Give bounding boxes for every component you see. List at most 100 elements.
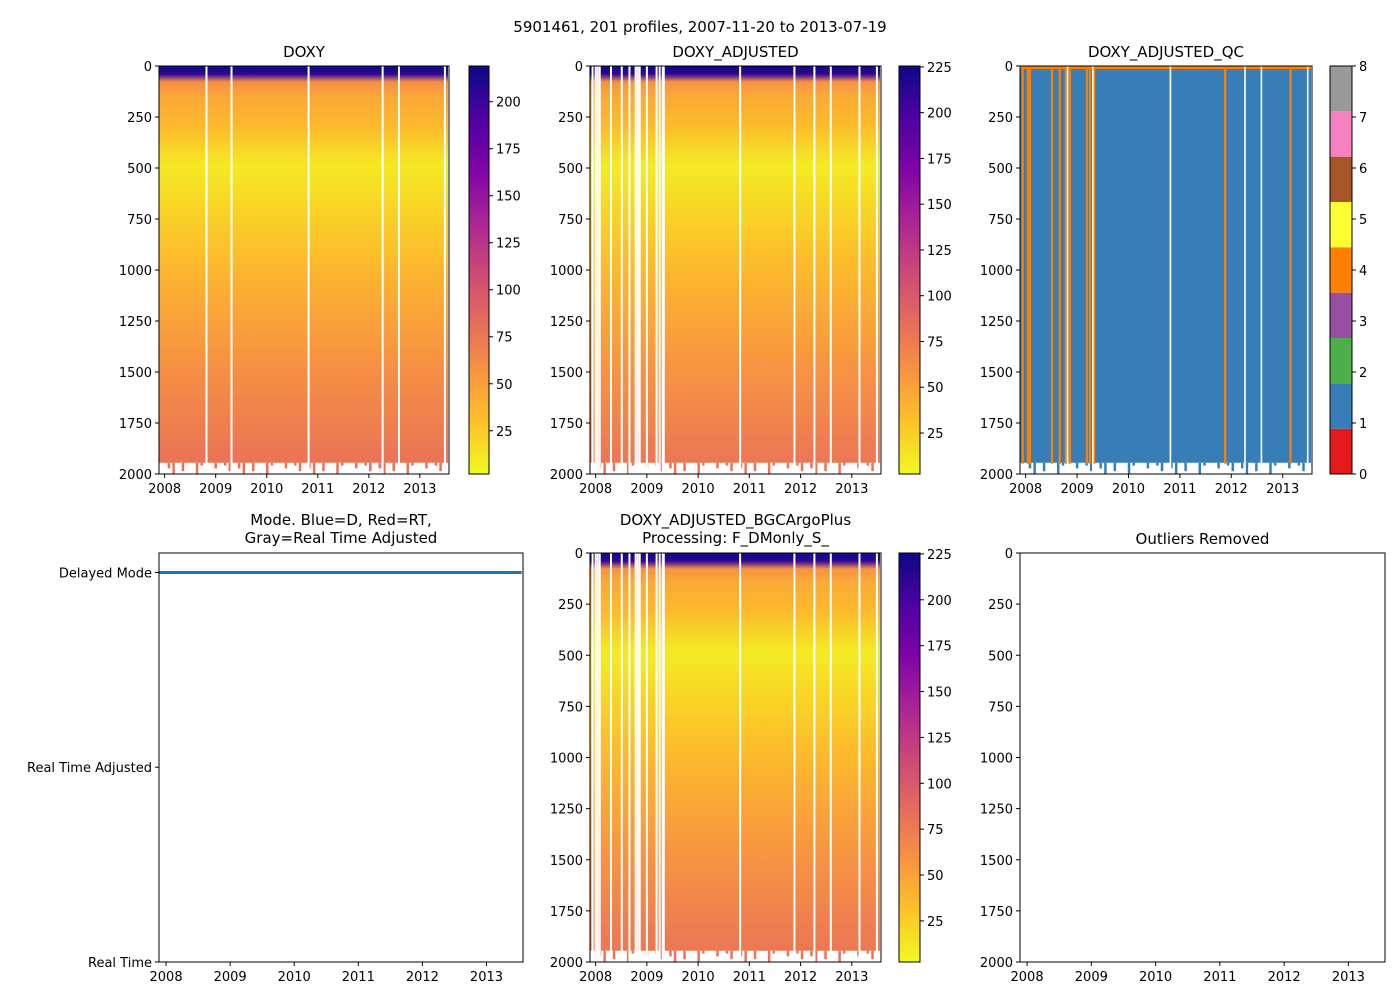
deep-profile-segment bbox=[772, 950, 776, 954]
outliers-removed-axes-frame bbox=[1019, 552, 1386, 963]
missing-profile-gap bbox=[1306, 66, 1309, 474]
x-tick-label: 2013 bbox=[403, 482, 436, 497]
deep-profile-segment bbox=[1217, 462, 1220, 469]
x-tick-label: 2011 bbox=[1163, 482, 1196, 497]
missing-profile-gap bbox=[443, 66, 446, 474]
y-tick-label: 1000 bbox=[550, 264, 583, 279]
y-tick-label: 0 bbox=[575, 547, 583, 562]
deep-profile-segment bbox=[702, 950, 705, 954]
deep-profile-segment bbox=[1075, 462, 1079, 469]
y-tick-label: 1000 bbox=[550, 752, 583, 767]
colorbar-tick-label: 125 bbox=[927, 731, 952, 746]
deep-profile-segment bbox=[214, 462, 218, 469]
colorbar-gradient bbox=[899, 66, 920, 474]
missing-profile-gap bbox=[829, 66, 832, 474]
missing-profile-gap bbox=[645, 66, 648, 474]
deep-profile-segment bbox=[796, 950, 799, 954]
x-tick-label: 2010 bbox=[278, 970, 311, 985]
missing-profile-gap bbox=[858, 553, 861, 962]
colorbar-tick-label: 8 bbox=[1359, 60, 1367, 75]
deep-profile-segment bbox=[1146, 462, 1150, 469]
x-tick-label: 2012 bbox=[1215, 482, 1248, 497]
deep-profile-segment bbox=[730, 950, 733, 960]
colorbar-tick-label: 50 bbox=[927, 381, 944, 396]
deep-profile-segment bbox=[767, 950, 771, 962]
deep-profile-segment bbox=[697, 462, 700, 474]
missing-profile-gap bbox=[829, 553, 832, 962]
y-tick-label: 1500 bbox=[550, 854, 583, 869]
deep-profile-segment bbox=[312, 462, 316, 474]
missing-profile-gap bbox=[661, 66, 664, 474]
colorbar-tick-label: 125 bbox=[496, 237, 521, 252]
missing-profile-gap bbox=[875, 66, 878, 474]
missing-profile-gap bbox=[638, 553, 641, 962]
missing-profile-gap bbox=[598, 66, 601, 474]
flag4-profile bbox=[1021, 66, 1024, 464]
mode-title: Mode. Blue=D, Red=RT, bbox=[250, 511, 432, 529]
deep-profile-segment bbox=[603, 950, 606, 962]
flag4-profile bbox=[1224, 66, 1227, 464]
doxy-bgcargoplus-panel: 2008 2009 2010 2011 2012 2013 0 250 500 750 1000 12… bbox=[550, 511, 952, 985]
deep-profile-segment bbox=[673, 950, 677, 962]
deep-profile-segment bbox=[1174, 462, 1178, 474]
y-tick-label: 0 bbox=[1005, 547, 1013, 562]
x-tick-label: 2011 bbox=[1203, 970, 1236, 985]
deep-profile-segment bbox=[181, 462, 185, 472]
colorbar-class-4 bbox=[1330, 247, 1352, 293]
y-tick-label: 1500 bbox=[550, 366, 583, 381]
x-tick-label: 2012 bbox=[1268, 970, 1301, 985]
deep-profile-segment bbox=[857, 950, 860, 957]
deep-profile-segment bbox=[425, 462, 428, 469]
deep-profile-segment bbox=[810, 462, 813, 469]
missing-profile-gap bbox=[610, 66, 613, 474]
deep-profile-segment bbox=[298, 462, 302, 472]
y-tick-label: 2000 bbox=[550, 468, 583, 483]
x-tick-label: 2009 bbox=[214, 970, 247, 985]
y-tick-label: Delayed Mode bbox=[59, 566, 152, 581]
deep-profile-segment bbox=[383, 462, 386, 474]
missing-profile-gap bbox=[596, 553, 599, 962]
x-tick-label: 2010 bbox=[1139, 970, 1172, 985]
doxy-bgcargoplus-colorbar: 25 50 75 100 125 150 175 200 225 bbox=[898, 548, 952, 963]
deep-profile-segment bbox=[730, 462, 733, 472]
deep-profile-segment bbox=[270, 462, 274, 466]
x-tick-label: 2013 bbox=[1332, 970, 1365, 985]
colorbar-tick-label: 75 bbox=[927, 823, 944, 838]
colorbar-tick-label: 25 bbox=[496, 425, 513, 440]
y-tick-label: 250 bbox=[558, 598, 583, 613]
deep-profile-segment bbox=[1240, 462, 1244, 469]
missing-profile-gap bbox=[655, 553, 658, 962]
colorbar-tick-label: 25 bbox=[927, 427, 944, 442]
y-tick-label: 750 bbox=[988, 213, 1013, 228]
colorbar-class-7 bbox=[1330, 111, 1352, 157]
mode-panel: 2008 2009 2010 2011 2012 2013 Delayed Mode Real… bbox=[27, 511, 524, 985]
colorbar-tick-label: 3 bbox=[1359, 315, 1367, 330]
deep-profile-segment bbox=[673, 462, 677, 474]
deep-profile-segment bbox=[195, 462, 199, 474]
deep-profile-segment bbox=[659, 950, 663, 960]
y-tick-label: Real Time bbox=[88, 956, 152, 971]
deep-profile-segment bbox=[857, 462, 860, 469]
deep-profile-segment bbox=[1297, 462, 1301, 466]
deep-profile-segment bbox=[1113, 462, 1117, 472]
y-tick-label: 2000 bbox=[550, 956, 583, 971]
deep-profile-segment bbox=[824, 462, 827, 472]
missing-profile-gap bbox=[620, 66, 623, 474]
missing-profile-gap bbox=[662, 553, 665, 962]
colorbar-tick-label: 100 bbox=[927, 290, 952, 305]
colorbar-frame bbox=[898, 65, 921, 475]
doxy-colorbar: 25 50 75 100 125 150 175 200 bbox=[468, 65, 521, 475]
deep-profile-segment bbox=[336, 462, 339, 474]
deep-profile-segment bbox=[322, 462, 325, 472]
colorbar-tick-label: 225 bbox=[927, 548, 952, 563]
missing-profile-gap bbox=[594, 66, 597, 474]
doxy-bgcargoplus-title: DOXY_ADJUSTED_BGCArgoPlus bbox=[620, 511, 851, 530]
deep-profile-segment bbox=[1288, 462, 1291, 469]
deep-profile-segment bbox=[772, 462, 776, 466]
missing-profile-gap bbox=[793, 66, 796, 474]
deep-profile-segment bbox=[631, 462, 635, 466]
colorbar-tick-label: 200 bbox=[927, 594, 952, 609]
deep-profile-segment bbox=[1104, 462, 1107, 474]
y-tick-label: 1250 bbox=[550, 315, 583, 330]
y-tick-label: 0 bbox=[1005, 60, 1013, 75]
